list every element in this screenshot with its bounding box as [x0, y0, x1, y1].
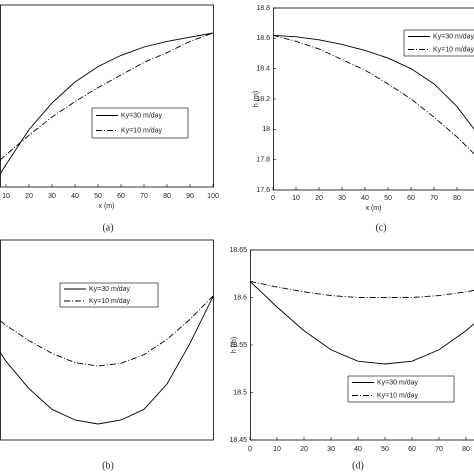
y-tick-label: 18.55 [229, 342, 247, 349]
x-tick-label: 0 [248, 446, 252, 453]
y-tick-label: 18.6 [233, 294, 247, 301]
legend: Ky=30 m/day Ky=10 m/day [347, 375, 455, 403]
y-tick-label: 18.4 [256, 66, 270, 73]
plot-frame [0, 239, 214, 441]
x-tick-label: 80 [163, 193, 171, 200]
x-tick-label: 20 [25, 193, 33, 200]
x-tick-label: 10 [2, 193, 10, 200]
y-tick-label: 18.2 [256, 96, 270, 103]
legend-label: Ky=30 m/day [433, 33, 474, 40]
panel: 0 10 20 30 40 50 60 70 80 18.45 18.5 18.55 18.6 18.65… [229, 247, 474, 471]
legend: Ky=30 m/day Ky=10 m/day [91, 107, 189, 139]
legend-label: Ky=30 m/day [121, 112, 163, 119]
x-axis-label: x (m) [99, 203, 115, 210]
panel: 10 20 30 40 50 60 70 80 90 100 x (m) (a) Ky=30 m/day… [0, 4, 219, 233]
x-tick-label: 40 [361, 195, 369, 202]
y-tick-label: 18.5 [233, 389, 247, 396]
x-tick-label: 70 [430, 195, 438, 202]
legend-box [91, 107, 189, 139]
x-tick-label: 100 [207, 193, 219, 200]
plot-frame [0, 4, 214, 188]
x-tick-label: 40 [354, 446, 362, 453]
series-line [0, 32, 213, 175]
x-tick-label: 30 [338, 195, 346, 202]
caption: (b) [102, 460, 114, 471]
caption: (a) [102, 222, 113, 233]
legend-box [347, 375, 455, 403]
y-tick-label: 18.8 [256, 5, 270, 12]
x-tick-label: 60 [407, 195, 415, 202]
caption: (c) [375, 222, 386, 233]
legend-box [403, 29, 474, 57]
series-line [0, 296, 213, 425]
x-tick-label: 50 [381, 446, 389, 453]
legend-label: Ky=10 m/day [377, 392, 419, 399]
y-tick-label: 18.65 [229, 247, 247, 254]
x-tick-label: 50 [94, 193, 102, 200]
x-tick-label: 30 [48, 193, 56, 200]
x-tick-label: 30 [327, 446, 335, 453]
x-tick-label: 10 [292, 195, 300, 202]
x-axis-label: x (m) [366, 205, 382, 212]
y-tick-label: 18.45 [229, 437, 247, 444]
y-tick-label: 18 [262, 126, 270, 133]
series-line [250, 281, 474, 365]
x-tick-label: 80 [453, 195, 461, 202]
y-tick-label: 17.8 [256, 157, 270, 164]
series-line [0, 32, 213, 161]
series-line [0, 295, 213, 367]
legend-label: Ky=30 m/day [377, 379, 419, 386]
x-tick-label: 70 [435, 446, 443, 453]
x-tick-label: 20 [315, 195, 323, 202]
x-tick-label: 60 [408, 446, 416, 453]
y-axis-label: h (m) [231, 337, 238, 353]
x-tick-label: 20 [300, 446, 308, 453]
legend-label: Ky=10 m/day [433, 46, 474, 53]
x-tick-label: 0 [271, 195, 275, 202]
legend-label: Ky=10 m/day [89, 298, 131, 305]
panel: 0 10 20 30 40 50 60 70 80 17.6 17.8 18 18.2 18.4 18.6 1… [253, 5, 474, 233]
x-tick-label: 90 [186, 193, 194, 200]
legend: Ky=30 m/day Ky=10 m/day [403, 29, 474, 57]
series-line [273, 34, 474, 130]
legend-box [59, 282, 159, 308]
x-tick-label: 60 [117, 193, 125, 200]
x-tick-label: 70 [140, 193, 148, 200]
y-tick-label: 17.6 [256, 187, 270, 194]
y-tick-label: 18.6 [256, 35, 270, 42]
legend-label: Ky=30 m/day [89, 286, 131, 293]
series-line [273, 34, 474, 155]
x-tick-label: 50 [384, 195, 392, 202]
y-axis-label: h (m) [253, 91, 260, 107]
caption: (d) [352, 460, 364, 471]
x-tick-label: 40 [71, 193, 79, 200]
x-tick-label: 10 [273, 446, 281, 453]
legend: Ky=30 m/day Ky=10 m/day [59, 282, 159, 308]
legend-label: Ky=10 m/day [121, 127, 163, 134]
series-line [250, 280, 474, 298]
panel: (b) Ky=30 m/day Ky=10 m/day [0, 239, 214, 471]
plot-frame [250, 249, 474, 441]
x-tick-label: 80 [462, 446, 470, 453]
